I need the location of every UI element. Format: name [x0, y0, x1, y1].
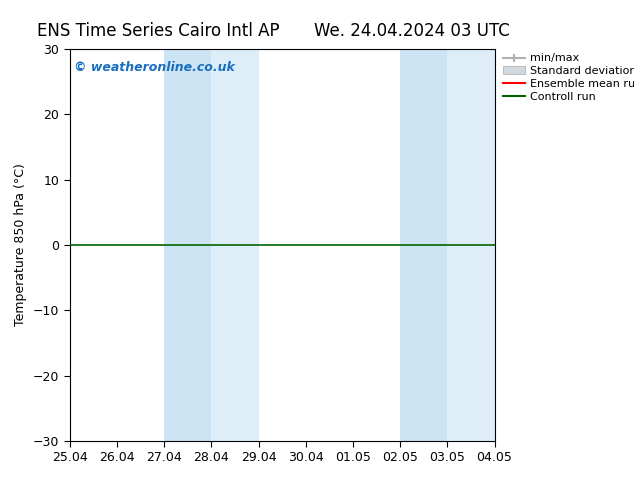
Text: We. 24.04.2024 03 UTC: We. 24.04.2024 03 UTC [314, 22, 510, 40]
Bar [164, 49, 211, 441]
Text: © weatheronline.co.uk: © weatheronline.co.uk [74, 61, 235, 74]
Y-axis label: Temperature 850 hPa (°C): Temperature 850 hPa (°C) [15, 164, 27, 326]
Bar [400, 49, 448, 441]
Legend: min/max, Standard deviation, Ensemble mean run, Controll run: min/max, Standard deviation, Ensemble me… [499, 49, 634, 106]
Text: ENS Time Series Cairo Intl AP: ENS Time Series Cairo Intl AP [37, 22, 280, 40]
Bar [448, 49, 495, 441]
Bar [211, 49, 259, 441]
